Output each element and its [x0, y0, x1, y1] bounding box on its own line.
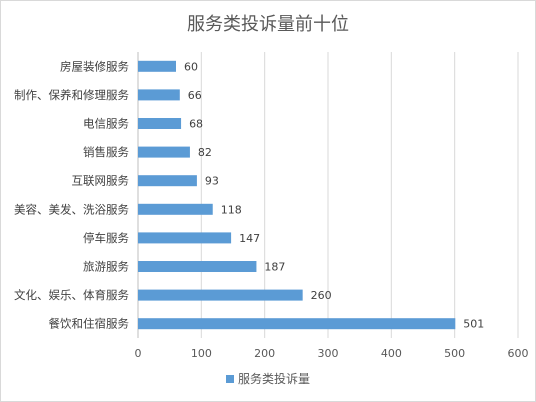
data-label: 147 — [239, 232, 260, 245]
data-label: 187 — [264, 261, 285, 274]
legend: 服务类投诉量 — [226, 371, 310, 386]
data-label: 66 — [188, 89, 202, 102]
data-labels: 60 66 68 82 93 118 147 187 260 501 — [184, 60, 484, 330]
chart-title: 服务类投诉量前十位 — [187, 14, 349, 35]
data-label: 93 — [205, 175, 219, 188]
category-label: 电信服务 — [83, 117, 129, 131]
bar — [138, 261, 257, 272]
x-tick-label: 0 — [135, 347, 142, 360]
category-labels: 房屋装修服务制作、保养和修理服务电信服务销售服务互联网服务美容、美发、洗浴服务停… — [14, 59, 129, 330]
bars — [138, 60, 456, 330]
data-label: 260 — [311, 289, 332, 302]
x-tick-labels: 0 100 200 300 400 500 600 — [135, 347, 529, 360]
x-tick-label: 300 — [318, 347, 339, 360]
x-tick-label: 400 — [381, 347, 402, 360]
data-label: 60 — [184, 60, 198, 73]
bar — [138, 232, 232, 244]
category-label: 美容、美发、洗浴服务 — [14, 202, 129, 216]
x-tick-label: 600 — [508, 347, 529, 360]
bar — [138, 60, 176, 72]
category-label: 制作、保养和修理服务 — [14, 88, 129, 102]
category-label: 互联网服务 — [72, 174, 130, 188]
category-label: 餐饮和住宿服务 — [49, 317, 130, 331]
bar — [138, 289, 303, 301]
bar — [138, 89, 180, 101]
bar — [138, 118, 182, 129]
data-label: 118 — [221, 203, 242, 216]
category-label: 房屋装修服务 — [60, 59, 129, 73]
category-label: 停车服务 — [83, 231, 129, 245]
category-label: 销售服务 — [83, 145, 129, 159]
category-label: 旅游服务 — [83, 260, 129, 274]
bar — [138, 318, 456, 330]
bar — [138, 146, 190, 158]
category-label: 文化、娱乐、体育服务 — [14, 288, 129, 302]
x-tick-label: 500 — [444, 347, 465, 360]
data-label: 501 — [463, 318, 484, 331]
x-tick-label: 100 — [191, 347, 212, 360]
x-tick-label: 200 — [254, 347, 275, 360]
bar — [138, 203, 213, 215]
data-label: 82 — [198, 146, 212, 159]
data-label: 68 — [189, 118, 203, 131]
bar — [138, 175, 197, 187]
legend-swatch — [226, 375, 234, 383]
legend-label: 服务类投诉量 — [238, 371, 310, 386]
